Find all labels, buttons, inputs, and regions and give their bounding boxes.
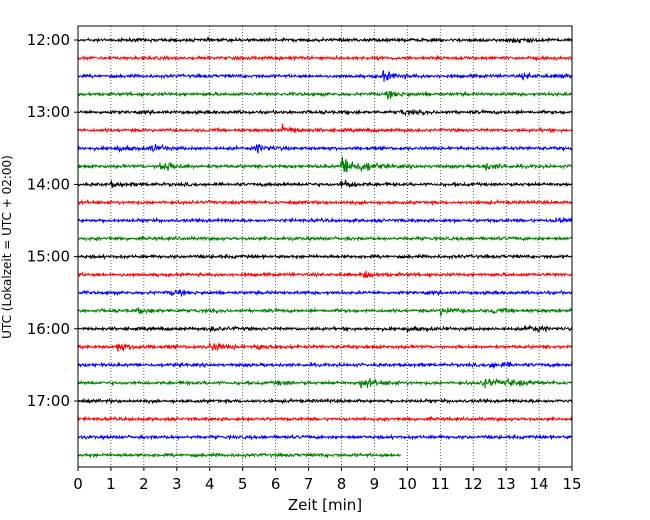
trace-1530 bbox=[77, 288, 573, 298]
x-tick-label: 9 bbox=[370, 475, 380, 493]
x-tick-label: 2 bbox=[139, 475, 149, 493]
x-tick-label: 0 bbox=[73, 475, 83, 493]
trace-1545 bbox=[77, 306, 573, 317]
x-tick-label: 8 bbox=[337, 475, 347, 493]
trace-1245 bbox=[77, 90, 573, 100]
seismic-traces bbox=[77, 36, 573, 459]
x-axis-ticks: 0 1 2 3 4 5 6 7 8 9 10 11 12 13 14 15 bbox=[73, 467, 582, 493]
y-axis-ticks: 12:00 13:00 14:00 15:00 16:00 17:00 bbox=[27, 31, 78, 410]
y-tick-label: 13:00 bbox=[27, 103, 70, 121]
x-axis-label: Zeit [min] bbox=[288, 496, 362, 514]
trace-1615 bbox=[77, 341, 573, 353]
x-tick-label: 7 bbox=[304, 475, 314, 493]
x-tick-label: 12 bbox=[464, 475, 483, 493]
x-tick-label: 13 bbox=[497, 475, 516, 493]
trace-1400 bbox=[78, 179, 573, 189]
trace-1700 bbox=[77, 397, 573, 405]
trace-1500 bbox=[77, 253, 573, 261]
trace-1415 bbox=[77, 198, 573, 207]
y-tick-label: 17:00 bbox=[27, 392, 70, 410]
trace-1215 bbox=[77, 54, 573, 62]
trace-1330 bbox=[77, 143, 573, 154]
y-axis-label: UTC (Lokalzeit = UTC + 02:00) bbox=[0, 155, 14, 339]
x-tick-label: 11 bbox=[431, 475, 450, 493]
trace-1345 bbox=[77, 156, 572, 173]
trace-1315 bbox=[77, 123, 573, 134]
x-tick-label: 10 bbox=[398, 475, 417, 493]
x-tick-label: 3 bbox=[172, 475, 182, 493]
trace-1200 bbox=[77, 36, 573, 44]
x-tick-label: 14 bbox=[530, 475, 549, 493]
trace-1715 bbox=[77, 415, 573, 423]
trace-1230 bbox=[77, 70, 573, 82]
y-tick-label: 16:00 bbox=[27, 320, 70, 338]
trace-1300 bbox=[77, 108, 573, 117]
trace-1515 bbox=[77, 270, 572, 279]
plot-frame bbox=[77, 25, 573, 468]
trace-1745 bbox=[77, 451, 401, 459]
x-tick-label: 6 bbox=[271, 475, 281, 493]
trace-1430 bbox=[77, 216, 573, 225]
x-tick-label: 5 bbox=[238, 475, 248, 493]
trace-1600 bbox=[77, 324, 573, 334]
trace-1630 bbox=[77, 360, 573, 369]
y-tick-label: 14:00 bbox=[27, 175, 70, 193]
x-tick-label: 1 bbox=[106, 475, 116, 493]
x-tick-label: 4 bbox=[205, 475, 215, 493]
y-tick-label: 12:00 bbox=[27, 31, 70, 49]
trace-1445 bbox=[77, 235, 573, 243]
y-tick-label: 15:00 bbox=[27, 248, 70, 266]
trace-1730 bbox=[77, 433, 573, 441]
trace-1645 bbox=[77, 377, 573, 389]
x-tick-label: 15 bbox=[562, 475, 581, 493]
